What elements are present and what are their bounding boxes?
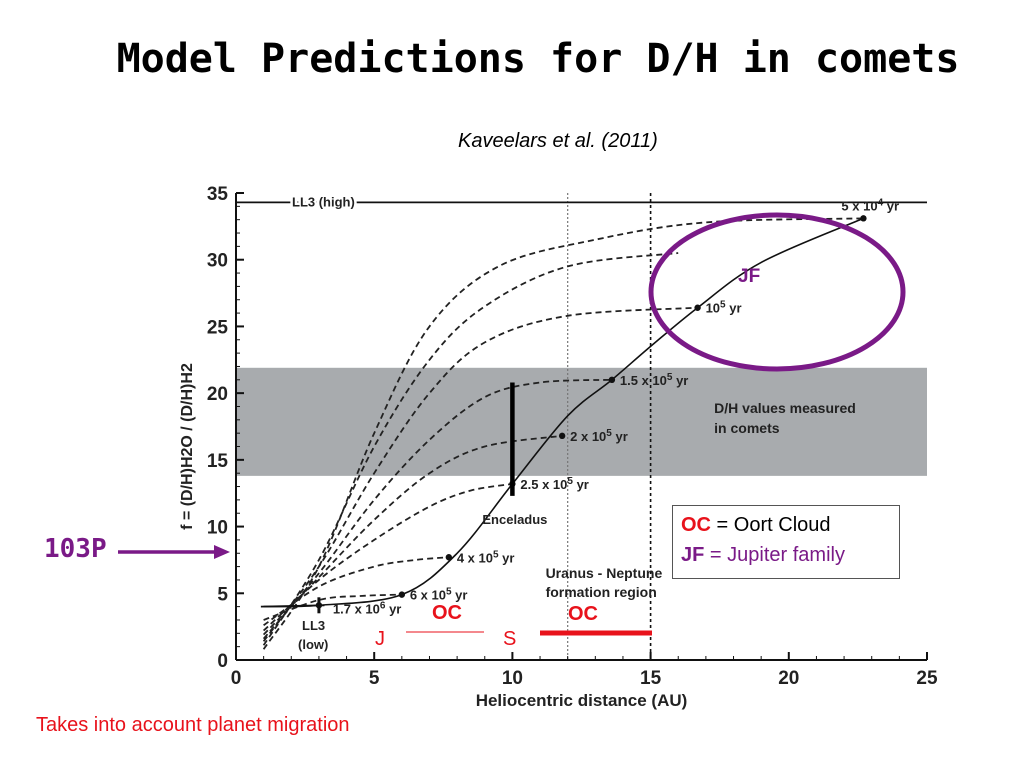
x-tick-label-20: 20 xyxy=(778,668,799,689)
legend-row-oc: OC = Oort Cloud xyxy=(681,514,831,537)
x-tick-label-0: 0 xyxy=(231,668,242,689)
time-marker-6 xyxy=(608,376,616,383)
x-tick-label-5: 5 xyxy=(369,668,380,689)
time-label-5: 2 x 105 yr xyxy=(570,428,628,444)
x-tick-label-25: 25 xyxy=(916,668,938,689)
y-tick-label-25: 25 xyxy=(207,317,229,338)
time-curve xyxy=(263,217,864,608)
dashed-series-1 xyxy=(262,217,864,650)
saturn-label: S xyxy=(503,628,517,650)
time-label-8: 5 x 104 yr xyxy=(841,197,899,213)
comet-103p-label: 103P xyxy=(44,534,107,564)
x-tick-label-15: 15 xyxy=(640,668,662,689)
y-tick-label-30: 30 xyxy=(207,251,228,272)
enceladus-label: Enceladus xyxy=(482,512,547,527)
y-tick-label-10: 10 xyxy=(207,518,228,539)
region-label-line1: Uranus - Neptune xyxy=(546,565,663,581)
time-label-3: 4 x 105 yr xyxy=(457,549,515,565)
comet-arrow-head xyxy=(214,545,230,559)
time-label-4: 2.5 x 105 yr xyxy=(520,476,588,492)
dashed-series-4 xyxy=(262,378,612,640)
legend-jf-abbr: JF xyxy=(681,544,705,566)
legend-oc-def: = Oort Cloud xyxy=(711,514,831,536)
time-marker-3 xyxy=(445,554,453,561)
region-label-line2: formation region xyxy=(546,584,657,600)
time-marker-7 xyxy=(694,304,701,311)
jupiter-label: J xyxy=(375,628,385,650)
time-label-7: 105 yr xyxy=(706,300,742,316)
y-tick-label-35: 35 xyxy=(207,184,229,205)
y-axis-label: f = (D/H)H2O / (D/H)H2 xyxy=(179,363,196,530)
oc-inner-label: OC xyxy=(432,602,462,624)
ll3-low-label-line1: LL3 xyxy=(302,618,325,633)
ll3-high-label: LL3 (high) xyxy=(292,194,355,209)
legend-row-jf: JF = Jupiter family xyxy=(681,544,845,567)
legend-box: OC = Oort Cloud JF = Jupiter family xyxy=(672,505,900,579)
dashed-series-5 xyxy=(262,434,563,636)
y-tick-label-20: 20 xyxy=(207,384,228,405)
legend-jf-def: = Jupiter family xyxy=(704,544,845,566)
x-tick-label-10: 10 xyxy=(502,668,523,689)
y-tick-label-0: 0 xyxy=(217,651,228,672)
ll3-low-line xyxy=(260,604,325,608)
y-tick-label-15: 15 xyxy=(207,451,229,472)
dashed-series-7 xyxy=(263,556,449,627)
measured-dh-band xyxy=(236,367,927,476)
time-label-6: 1.5 x 105 yr xyxy=(620,372,688,388)
band-label-line2: in comets xyxy=(714,420,780,436)
dashed-series-6 xyxy=(262,483,513,632)
time-marker-2 xyxy=(398,591,406,598)
time-label-2: 6 x 105 yr xyxy=(410,587,468,603)
dashed-series-8 xyxy=(263,593,402,621)
citation: Kaveelars et al. (2011) xyxy=(458,130,658,152)
band-label-line1: D/H values measured xyxy=(714,400,856,416)
dashed-series-2 xyxy=(262,252,679,646)
ll3-low-label-line2: (low) xyxy=(298,637,328,652)
y-tick-label-5: 5 xyxy=(217,584,228,605)
dashed-series-3 xyxy=(262,306,698,642)
oc-outer-label: OC xyxy=(568,603,598,625)
time-marker-5 xyxy=(558,432,566,440)
jf-ellipse xyxy=(648,212,906,372)
time-label-1: 1.7 x 106 yr xyxy=(333,600,401,616)
x-axis-label: Heliocentric distance (AU) xyxy=(476,691,688,710)
legend-oc-abbr: OC xyxy=(681,514,711,536)
time-marker-8 xyxy=(860,215,867,222)
jf-circle-label: JF xyxy=(738,266,761,287)
footnote: Takes into account planet migration xyxy=(36,714,350,736)
slide-title: Model Predictions for D/H in comets xyxy=(116,36,960,82)
